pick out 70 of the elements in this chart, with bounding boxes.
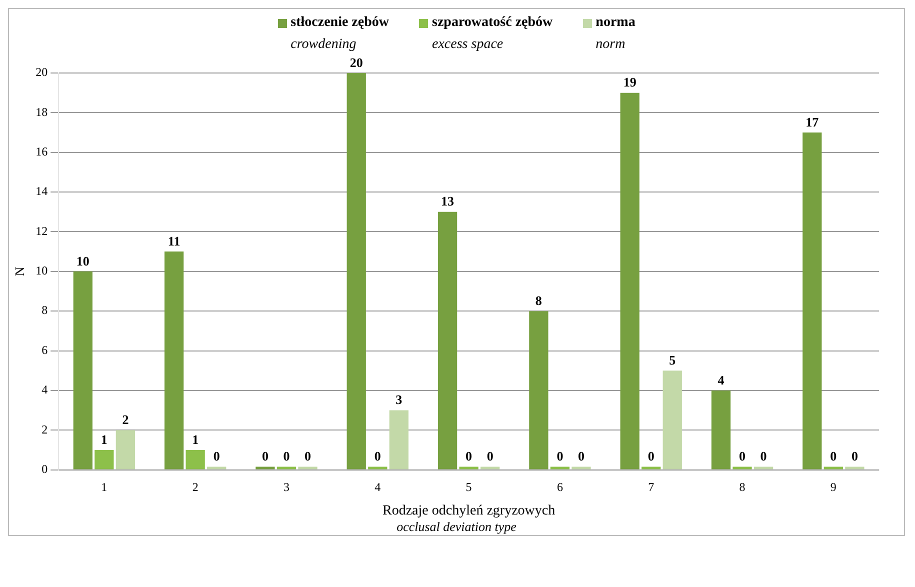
text: excess space [432, 37, 504, 53]
x-tick-label: 8 [739, 480, 746, 494]
data-label: 0 [304, 448, 312, 464]
y-tick-label: 20 [36, 65, 48, 80]
data-label: 0 [283, 448, 290, 464]
bar [256, 466, 275, 470]
data-label: 0 [486, 448, 494, 464]
data-label: 0 [262, 448, 268, 464]
bar [802, 132, 822, 470]
bar [732, 466, 752, 470]
data-label: 19 [623, 74, 637, 90]
data-label: 8 [535, 292, 542, 308]
data-label: 0 [578, 448, 584, 464]
bar [276, 466, 296, 470]
data-label: 0 [851, 448, 858, 464]
legend-label: szparowatość zębów [432, 15, 553, 31]
data-label: 5 [669, 352, 676, 368]
data-label: 11 [168, 233, 180, 248]
data-label: 0 [213, 448, 220, 464]
data-label: 0 [374, 448, 381, 464]
data-label: 0 [760, 448, 767, 464]
x-tick-label: 1 [101, 480, 108, 494]
data-label: 10 [76, 253, 90, 268]
data-label: 20 [350, 54, 363, 70]
y-tick-label: 4 [42, 382, 48, 397]
x-tick-label: 7 [648, 480, 654, 494]
data-label: 1 [192, 432, 199, 447]
bar [164, 252, 184, 470]
bar [73, 271, 92, 470]
y-tick-label: 14 [36, 184, 48, 198]
data-label: 0 [556, 448, 564, 464]
bar [642, 466, 661, 470]
bar [459, 466, 478, 470]
text: crowdening [290, 37, 358, 53]
data-label: 17 [806, 114, 820, 130]
data-label: 0 [739, 448, 746, 464]
data-label: 4 [718, 372, 725, 388]
x-axis-title: Rodzaje odchyleń zgryzowych [382, 503, 556, 518]
bar [550, 466, 570, 470]
bar [824, 466, 843, 470]
data-label: 2 [122, 412, 129, 427]
y-tick-label: 8 [42, 303, 48, 318]
data-label: 0 [466, 448, 472, 464]
data-label: 0 [830, 448, 837, 464]
x-tick-label: 2 [192, 480, 198, 494]
y-tick-label: 18 [36, 104, 48, 119]
y-tick-label: 2 [42, 422, 48, 436]
text: norm [596, 37, 626, 53]
bar [438, 212, 458, 470]
data-label: 0 [648, 448, 654, 464]
x-tick-label: 6 [556, 480, 563, 494]
bar [346, 73, 366, 470]
bar [368, 466, 388, 470]
y-axis-title: N [12, 266, 28, 276]
x-tick-label: 3 [283, 480, 290, 494]
text: occlusal deviation type [396, 519, 518, 535]
legend-label: norma [596, 15, 636, 31]
y-tick-label: 0 [42, 462, 48, 476]
bar [620, 92, 640, 470]
y-tick-label: 10 [36, 264, 48, 278]
x-tick-label: 9 [830, 480, 836, 494]
data-label: 13 [441, 194, 455, 209]
data-label: 3 [396, 392, 403, 408]
y-tick-label: 6 [42, 342, 48, 357]
data-label: 1 [100, 432, 108, 447]
y-tick-label: 12 [36, 224, 48, 238]
x-tick-label: 5 [466, 480, 472, 494]
legend-label: stłoczenie zębów [290, 15, 389, 31]
x-tick-label: 4 [374, 480, 381, 494]
y-tick-label: 16 [36, 144, 48, 159]
